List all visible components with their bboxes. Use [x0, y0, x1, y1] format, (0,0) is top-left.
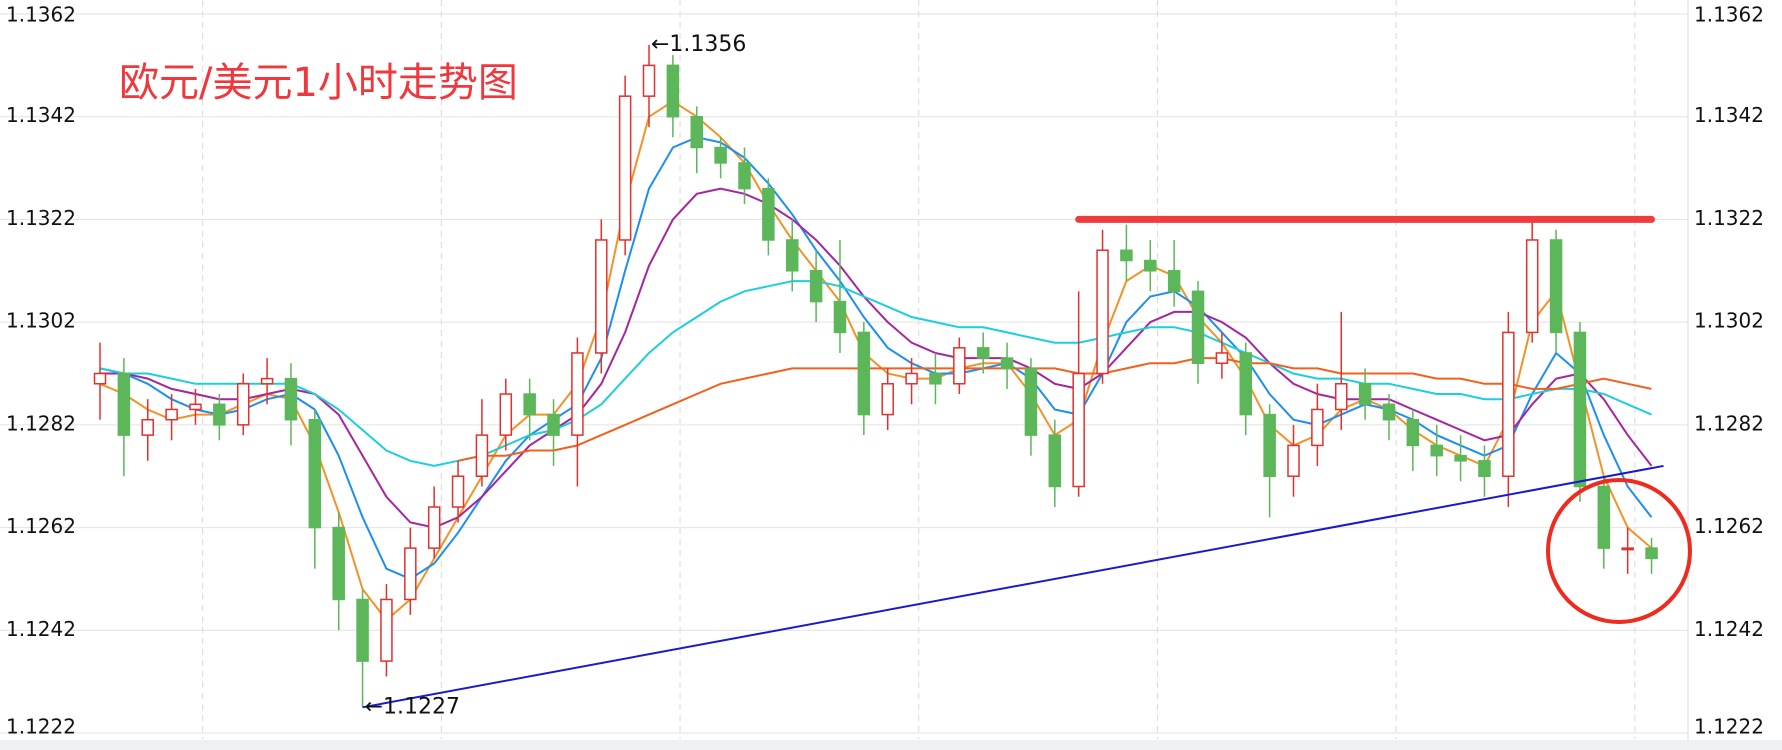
candles — [93, 44, 1658, 708]
candle-body — [1215, 352, 1229, 364]
candle-body — [809, 270, 823, 303]
candle-body — [1311, 408, 1324, 447]
candle-body — [857, 331, 871, 416]
candle-body — [1573, 331, 1587, 488]
candle-body — [427, 506, 441, 549]
grid: 1.1222 1.1222 1.1242 1.1242 1.1262 1.1262 1.12… — [0, 0, 1764, 740]
candle-body — [308, 418, 322, 529]
candle-body — [1287, 444, 1300, 477]
y2-tick-label: 1.1322 — [1694, 206, 1764, 230]
candle-body — [1525, 239, 1539, 334]
candle-body — [451, 475, 465, 508]
candle-body — [1000, 357, 1014, 370]
candle-body — [141, 418, 154, 436]
candle-body — [1621, 547, 1634, 551]
annotation: ←1.1356 — [651, 32, 746, 57]
candle-body — [1120, 249, 1133, 262]
y-tick-label: 1.1222 — [6, 715, 76, 739]
candle-body — [236, 383, 250, 426]
candle-body — [976, 347, 990, 359]
y2-tick-label: 1.1222 — [1694, 715, 1764, 739]
candle-body — [404, 547, 417, 601]
candle-body — [642, 64, 656, 97]
candle-body — [833, 300, 847, 334]
candle-body — [284, 377, 298, 421]
highlight-circle — [1546, 478, 1692, 624]
candle-body — [714, 146, 727, 164]
candle-body — [1478, 460, 1491, 477]
candle-body — [260, 377, 274, 385]
candle-body — [1502, 331, 1515, 477]
reference-lines — [362, 215, 1664, 709]
annotation: ←1.1227 — [365, 694, 460, 719]
reference-line — [362, 464, 1664, 709]
y-tick-label: 1.1262 — [6, 514, 76, 538]
labels: ←1.1356 ←1.1227 — [365, 32, 747, 720]
candle-body — [1072, 372, 1085, 488]
candle-body — [1167, 270, 1181, 293]
candle-body — [499, 393, 513, 436]
candle-body — [618, 95, 632, 241]
candle-body — [690, 115, 703, 149]
candle-body — [1454, 454, 1467, 462]
candle-body — [1239, 352, 1253, 416]
candle-body — [953, 347, 966, 385]
y2-tick-label: 1.1262 — [1694, 514, 1764, 538]
y-tick-label: 1.1342 — [6, 103, 76, 127]
candle-body — [475, 434, 489, 477]
candle-body — [117, 372, 131, 436]
ma-line — [100, 187, 1653, 529]
candle-body — [1597, 485, 1611, 549]
y2-tick-label: 1.1342 — [1694, 103, 1764, 127]
candle-body — [1549, 239, 1563, 334]
ma-line — [457, 357, 1652, 462]
candle-body — [1144, 259, 1157, 272]
y-tick-label: 1.1242 — [6, 617, 76, 641]
candle-body — [1358, 383, 1372, 406]
y2-tick-label: 1.1362 — [1694, 3, 1764, 27]
candle-body — [571, 352, 584, 436]
candle-body — [1645, 547, 1658, 560]
candle-body — [1263, 413, 1276, 477]
chart-title: 欧元/美元1小时走势图 — [119, 60, 518, 106]
candle-body — [189, 403, 202, 411]
y-tick-label: 1.1362 — [6, 3, 76, 27]
candle-body — [523, 393, 536, 416]
y-tick-label: 1.1302 — [6, 309, 76, 333]
candle-body — [1382, 403, 1396, 421]
candle-body — [595, 239, 608, 354]
candle-body — [881, 383, 894, 416]
candle-body — [332, 526, 345, 601]
candle-body — [1048, 434, 1062, 488]
candle-body — [1096, 249, 1109, 375]
ma-line — [99, 280, 1652, 467]
candle-body — [356, 598, 369, 662]
y2-tick-label: 1.1302 — [1694, 309, 1764, 333]
candle-body — [93, 372, 107, 385]
candle-body — [905, 372, 918, 385]
candle-body — [213, 403, 226, 426]
candle-body — [1430, 444, 1443, 457]
candle-body — [1024, 367, 1038, 436]
candle-body — [785, 239, 799, 272]
y-tick-label: 1.1322 — [6, 206, 76, 230]
candle-body — [738, 162, 751, 190]
y2-tick-label: 1.1282 — [1694, 411, 1764, 435]
candle-body — [666, 64, 680, 118]
candle-body — [547, 413, 560, 436]
y-tick-label: 1.1282 — [6, 411, 76, 435]
candle-body — [165, 408, 178, 421]
y2-tick-label: 1.1242 — [1694, 617, 1764, 641]
bottom-band — [0, 740, 1782, 750]
candle-body — [1406, 418, 1420, 447]
candle-body — [1334, 383, 1348, 411]
candle-body — [380, 598, 393, 662]
candle-body — [1191, 290, 1205, 364]
candle-body — [929, 372, 942, 385]
candle-body — [762, 187, 775, 241]
